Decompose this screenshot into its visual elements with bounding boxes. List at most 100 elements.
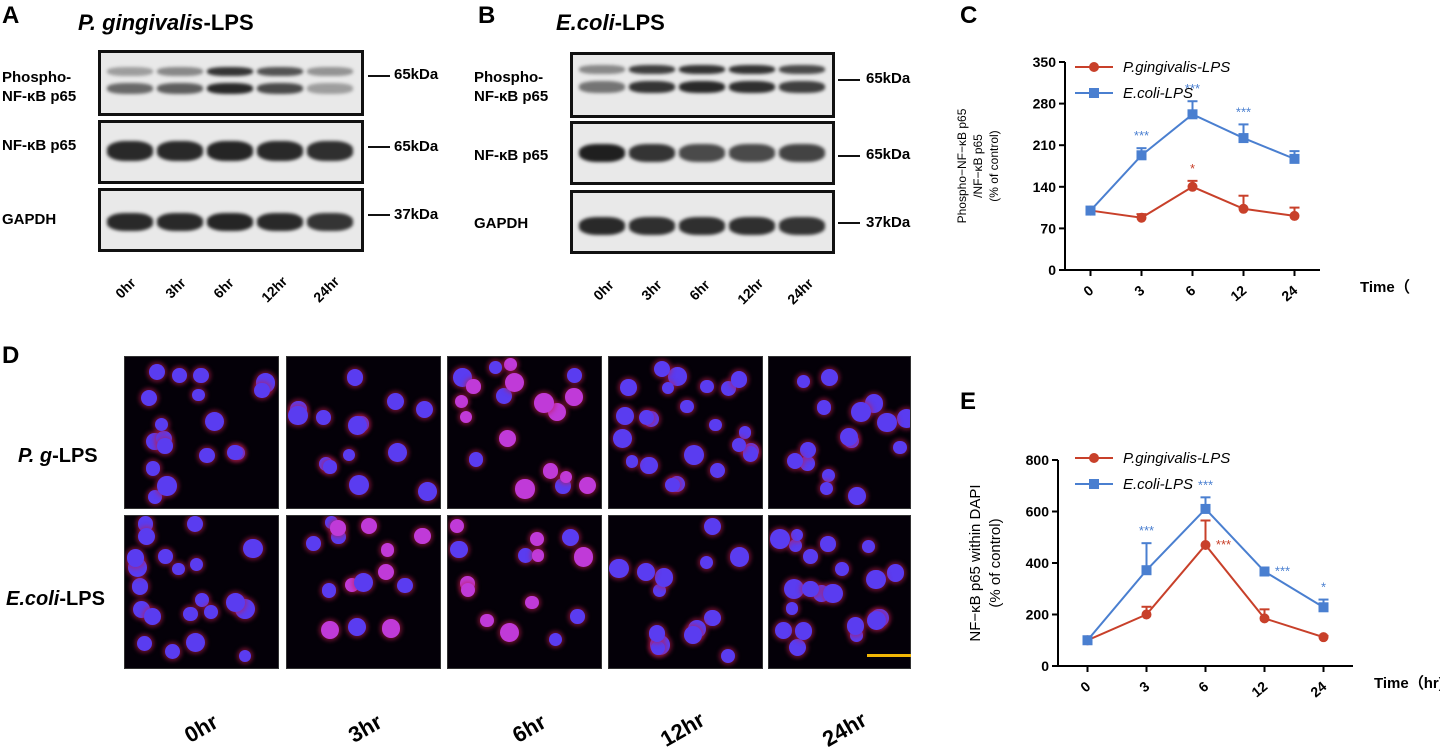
kda-tick: [838, 79, 860, 81]
micrograph-ec-2: [447, 515, 602, 669]
blot-band: [307, 213, 353, 231]
cell-nucleus: [238, 650, 251, 663]
cell-nucleus: [578, 476, 596, 495]
cell-nucleus: [769, 528, 790, 549]
cell-nucleus: [699, 555, 714, 570]
panel-b-title-italic: E.coli: [556, 10, 615, 35]
panel-d-time-3: 12hr: [656, 706, 709, 752]
cell-nucleus: [185, 632, 206, 653]
panel-a-blot-phospho: [98, 50, 364, 116]
blot-band: [729, 217, 775, 235]
panel-b-kda-2: 65kDa: [866, 146, 911, 163]
cell-nucleus: [840, 428, 859, 447]
cell-nucleus: [186, 516, 203, 533]
panel-b-lane-0: 0hr: [590, 276, 617, 304]
blot-band: [107, 213, 153, 231]
panel-b-row-phospho-l2: NF-κB p65: [474, 88, 549, 105]
cell-nucleus: [415, 400, 434, 419]
panel-a-lane-4: 24hr: [310, 273, 343, 306]
cell-nucleus: [183, 606, 198, 621]
cell-nucleus: [615, 406, 634, 425]
blot-band: [629, 65, 675, 74]
cell-nucleus: [710, 462, 726, 478]
chart-e: 0 200 400 600 800 0 3 6 12 24 Time（hr) NF−κB p65 wi…: [967, 450, 1440, 700]
cell-nucleus: [653, 360, 670, 377]
blot-band: [629, 217, 675, 235]
cell-nucleus: [566, 368, 582, 384]
panel-d-time-2: 6hr: [508, 708, 551, 748]
cell-nucleus: [561, 528, 579, 546]
cell-nucleus: [640, 456, 658, 475]
blot-band: [157, 213, 203, 231]
cell-nucleus: [704, 517, 722, 536]
cell-nucleus: [460, 582, 475, 597]
panel-d-row-ec: E.coli-LPS: [6, 588, 105, 611]
cell-nucleus: [861, 539, 875, 553]
blot-band: [207, 83, 253, 94]
cell-nucleus: [802, 548, 818, 564]
cell-nucleus: [886, 563, 905, 582]
cell-nucleus: [620, 379, 638, 396]
micrograph-pg-1: [286, 356, 441, 509]
data-point: [1200, 539, 1211, 550]
cell-nucleus: [330, 519, 346, 536]
data-point: [1238, 133, 1249, 144]
significance-label: ***: [1275, 563, 1290, 578]
cell-nucleus: [709, 418, 722, 432]
y-tick-label: 210: [1033, 137, 1057, 153]
significance-label: ***: [1236, 104, 1251, 119]
scale-bar: [867, 654, 911, 657]
cell-nucleus: [542, 463, 559, 479]
blot-band: [629, 144, 675, 162]
cell-nucleus: [729, 546, 750, 567]
blot-band: [107, 141, 153, 161]
cell-nucleus: [784, 579, 805, 600]
panel-d-row-pg: P. g-LPS: [18, 445, 98, 468]
cell-nucleus: [397, 578, 413, 594]
significance-label: *: [1321, 580, 1326, 595]
micrograph-ec-4: [768, 515, 911, 669]
blot-band: [307, 141, 353, 161]
cell-nucleus: [823, 583, 844, 604]
legend-label: E.coli-LPS: [1123, 476, 1193, 493]
panel-a-row-phospho: Phospho- NF-κB p65: [2, 68, 76, 106]
panel-letter-e: E: [960, 388, 977, 415]
panel-a-kda-1: 65kDa: [394, 66, 439, 83]
kda-tick: [368, 146, 390, 148]
cell-nucleus: [700, 379, 714, 393]
cell-nucleus: [377, 564, 394, 581]
cell-nucleus: [866, 569, 886, 589]
cell-nucleus: [348, 618, 367, 637]
cell-nucleus: [254, 382, 270, 399]
blot-band: [729, 81, 775, 93]
cell-nucleus: [800, 455, 816, 471]
cell-nucleus: [573, 546, 594, 567]
x-axis-label: Time（hr): [1360, 278, 1410, 296]
cell-nucleus: [480, 613, 495, 628]
cell-nucleus: [821, 468, 835, 482]
cell-nucleus: [414, 528, 431, 545]
cell-nucleus: [144, 608, 162, 625]
cell-nucleus: [639, 409, 655, 425]
cell-nucleus: [534, 393, 554, 413]
cell-nucleus: [570, 609, 585, 624]
blot-band: [779, 65, 825, 74]
significance-label: ***: [1134, 128, 1149, 143]
panel-d-row-ec-rest: -LPS: [59, 588, 105, 610]
panel-b-row-nfkb: NF-κB p65: [474, 147, 549, 164]
cell-nucleus: [518, 548, 534, 564]
cell-nucleus: [548, 633, 562, 647]
y-tick-label: 800: [1026, 452, 1050, 468]
significance-label: ***: [1198, 477, 1213, 492]
cell-nucleus: [648, 625, 666, 642]
blot-band: [579, 65, 625, 74]
micrograph-pg-2: [447, 356, 602, 509]
cell-nucleus: [190, 557, 204, 571]
micrograph-pg-0: [124, 356, 279, 509]
cell-nucleus: [680, 399, 694, 414]
cell-nucleus: [560, 470, 573, 483]
cell-nucleus: [450, 540, 468, 558]
cell-nucleus: [655, 568, 674, 587]
cell-nucleus: [361, 518, 378, 535]
cell-nucleus: [459, 411, 472, 424]
